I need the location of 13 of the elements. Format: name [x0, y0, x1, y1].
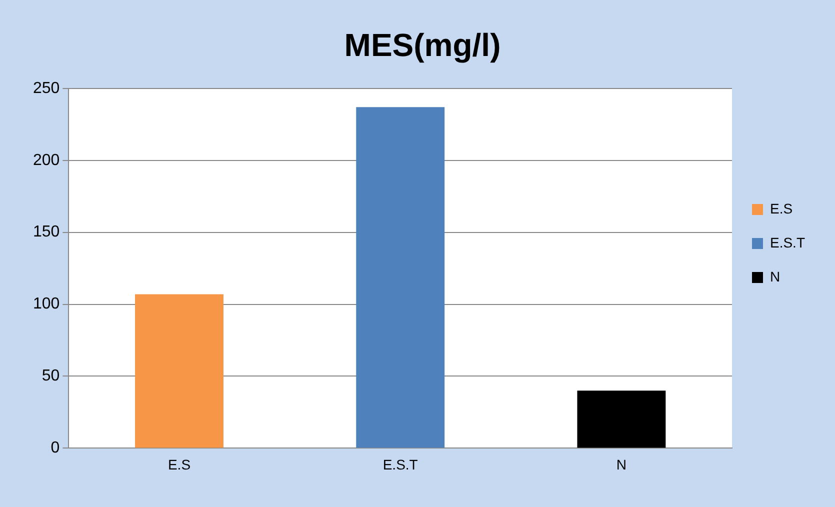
x-tick-label: E.S	[168, 456, 191, 472]
y-tick-label: 200	[32, 152, 60, 169]
y-tick-label: 0	[50, 440, 60, 457]
legend-label: E.S	[770, 200, 793, 216]
legend-label: N	[770, 268, 780, 284]
y-tick-label: 100	[32, 296, 60, 313]
x-tick-label: E.S.T	[382, 456, 418, 472]
y-tick-label: 50	[42, 368, 60, 385]
y-tick-label: 150	[32, 224, 60, 241]
chart-title: MES(mg/l)	[344, 27, 501, 64]
x-tick-label: N	[616, 456, 627, 472]
legend-label: E.S.T	[770, 234, 806, 250]
y-tick-label: 250	[32, 80, 60, 97]
